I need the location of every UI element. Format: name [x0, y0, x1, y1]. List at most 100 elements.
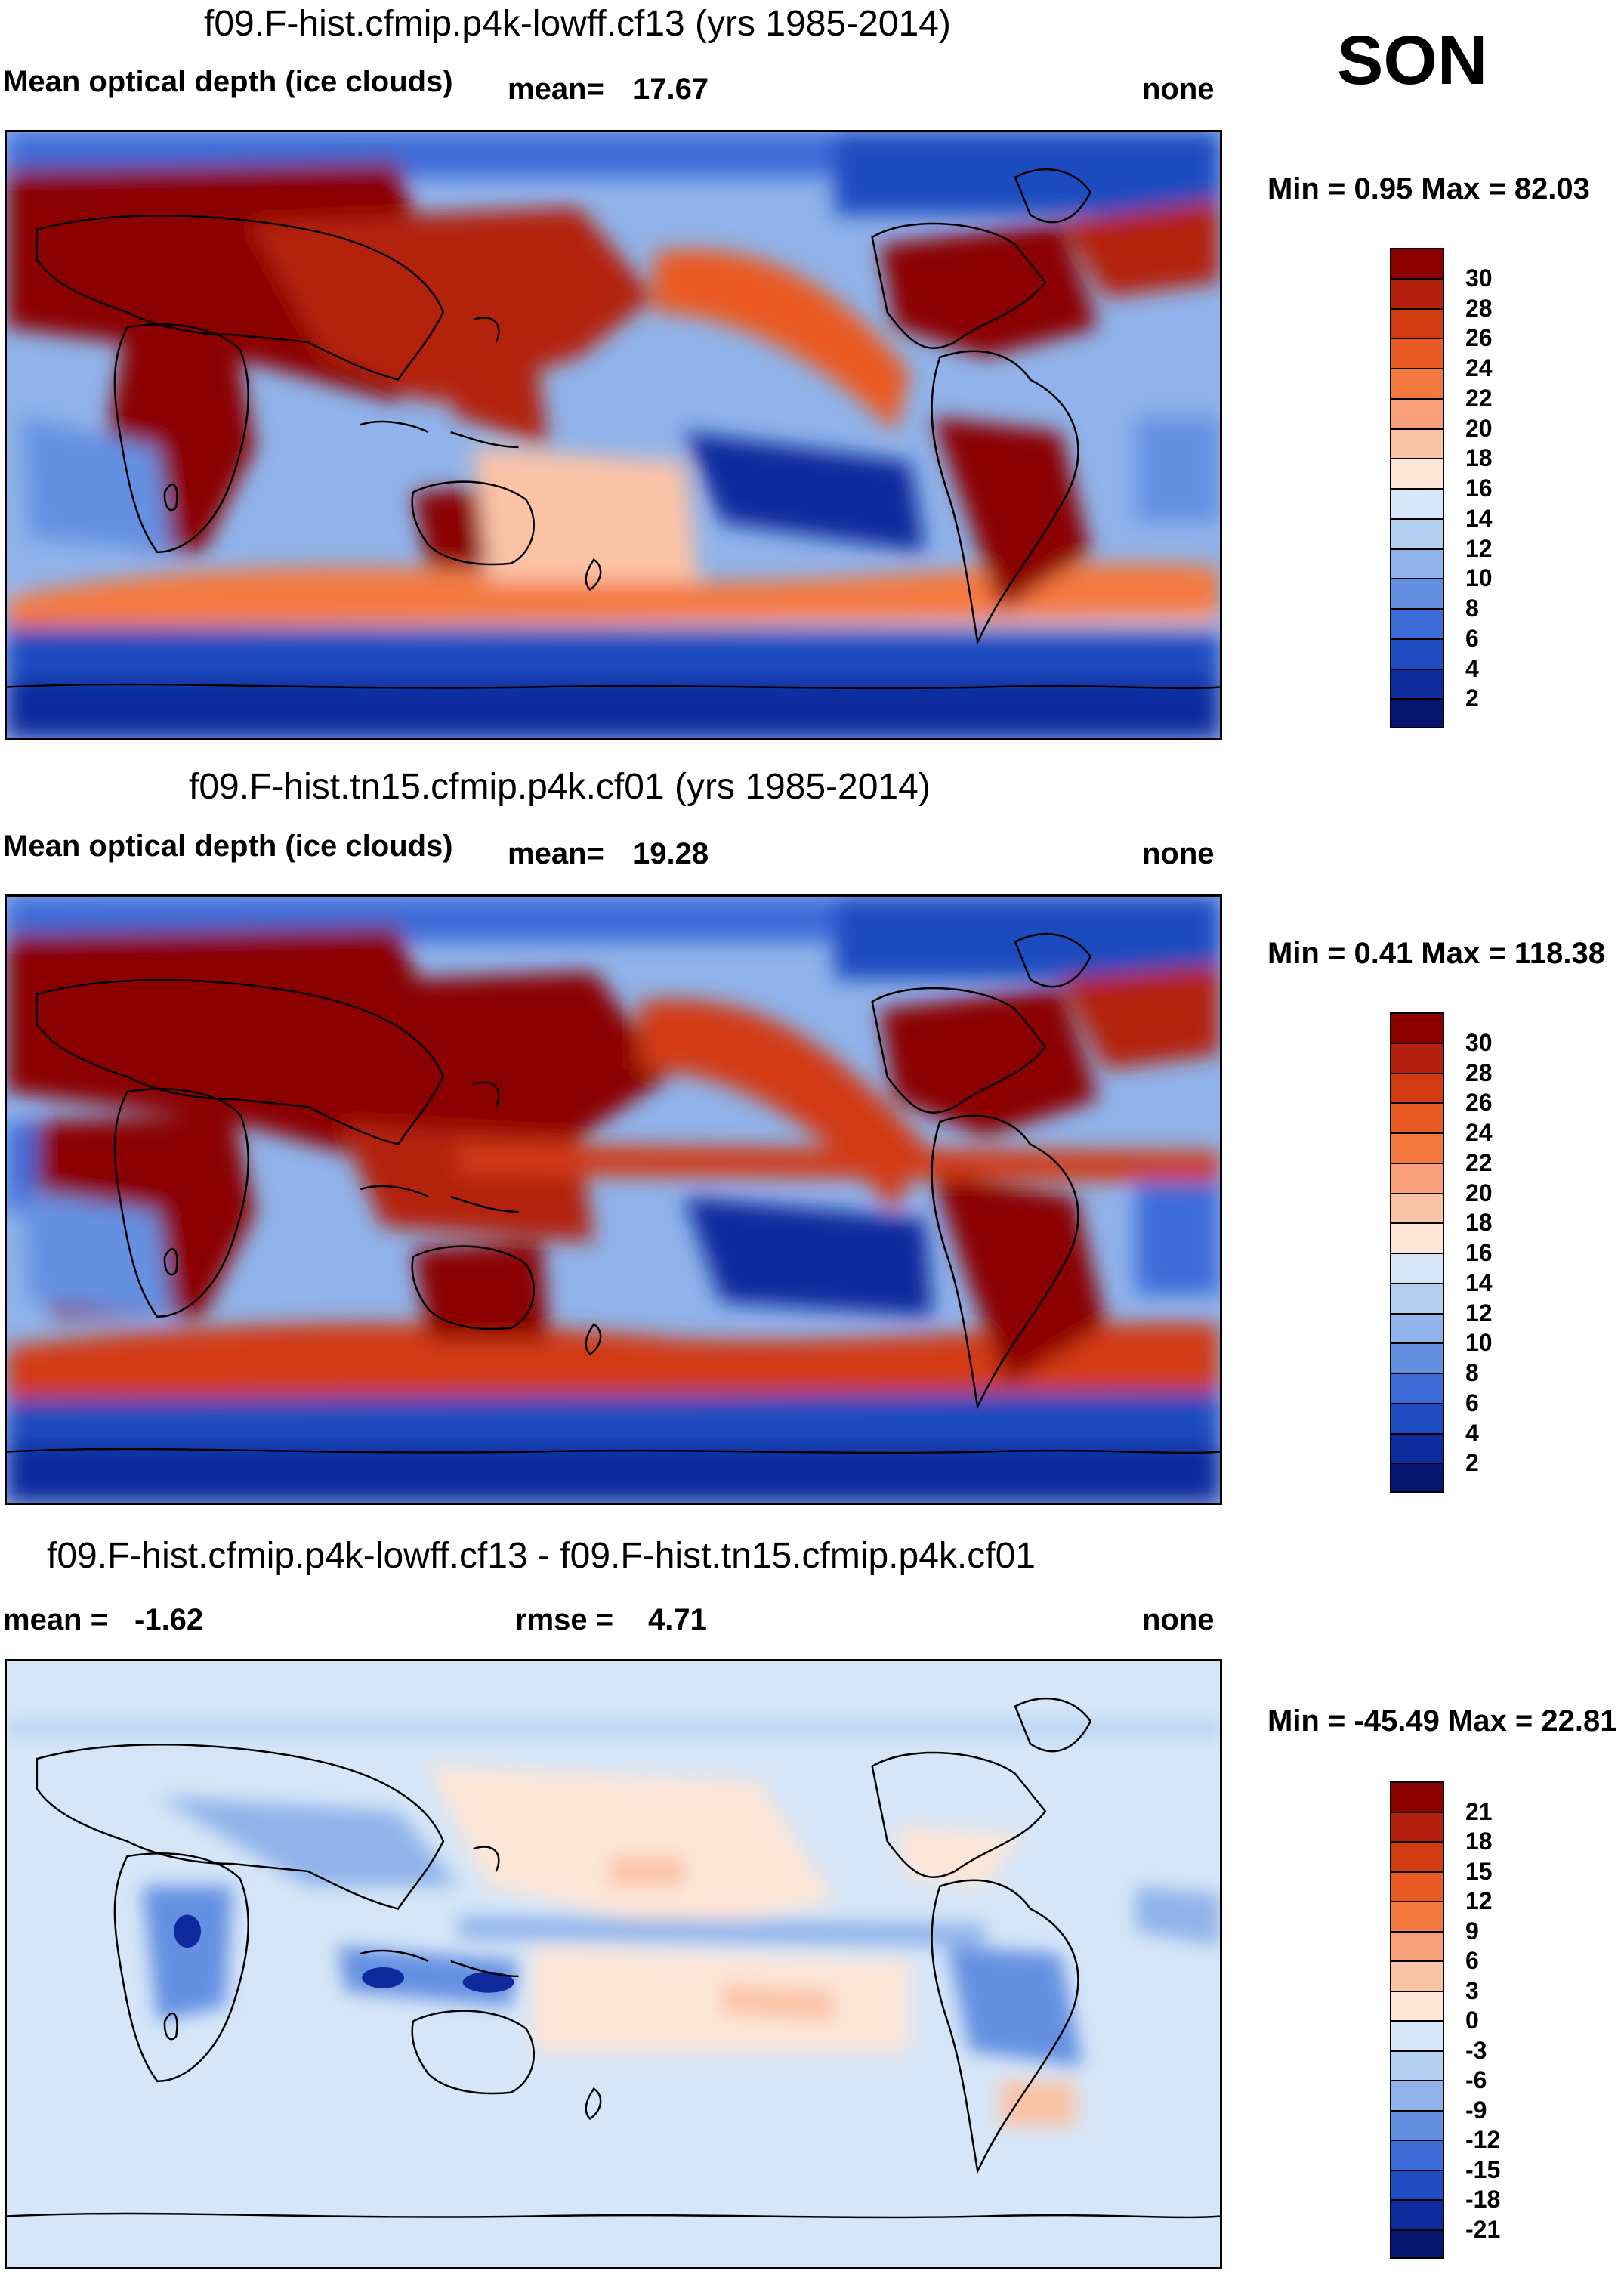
panel3-rmse-value: 4.71	[648, 1603, 707, 1636]
panel2-colorbar-segment	[1390, 1342, 1444, 1373]
panel1-units: none	[1142, 73, 1215, 106]
panel1-colorbar-tick-label: 24	[1465, 354, 1493, 382]
panel3-colorbar-segment	[1390, 1901, 1444, 1931]
panel3-colorbar-segment	[1390, 1841, 1444, 1871]
panel2-colorbar-tick-label: 26	[1465, 1089, 1493, 1117]
panel2-colorbar-tick-label: 14	[1465, 1268, 1493, 1296]
panel1-colorbar-segment	[1390, 368, 1444, 398]
panel1-min-max: Min = 0.95 Max = 82.03	[1267, 172, 1590, 205]
panel3-colorbar-segment	[1390, 1811, 1444, 1841]
panel2-colorbar-segment	[1390, 1192, 1444, 1223]
panel2-colorbar-tick-label: 8	[1465, 1359, 1479, 1386]
panel2-colorbar-segment	[1390, 1102, 1444, 1132]
panel3-colorbar-tick-label: 9	[1465, 1917, 1479, 1945]
panel3-colorbar-segment	[1390, 2050, 1444, 2080]
panel3-colorbar-tick-label: -12	[1465, 2126, 1501, 2153]
panel2-colorbar-tick-label: 4	[1465, 1419, 1479, 1447]
panel1-colorbar	[1390, 248, 1444, 728]
panel1-colorbar-segment	[1390, 338, 1444, 368]
panel2-colorbar-tick-label: 30	[1465, 1028, 1493, 1056]
panel3-colorbar-segment	[1390, 1871, 1444, 1901]
panel2-colorbar-segment	[1390, 1373, 1444, 1403]
panel3-colorbar-tick-label: 12	[1465, 1887, 1493, 1914]
panel2-mean-value: 19.28	[633, 837, 709, 870]
panel3-colorbar-segment	[1390, 1960, 1444, 1991]
panel2-colorbar-tick-label: 6	[1465, 1389, 1479, 1417]
panel2-colorbar-segment	[1390, 1072, 1444, 1103]
panel1-colorbar-segment	[1390, 277, 1444, 308]
panel3-colorbar-segment	[1390, 1930, 1444, 1960]
panel2-colorbar-segment	[1390, 1282, 1444, 1313]
panel3-colorbar-tick-label: -21	[1465, 2215, 1501, 2243]
panel3-colorbar-segment	[1390, 2140, 1444, 2170]
panel3-colorbar-segment	[1390, 2169, 1444, 2199]
panel2-map	[5, 894, 1222, 1505]
panel2-colorbar-segment	[1390, 1012, 1444, 1043]
panel2-colorbar-tick-label: 18	[1465, 1209, 1493, 1237]
panel3-colorbar-tick-label: -6	[1465, 2066, 1487, 2093]
panel3-colorbar-segment	[1390, 2109, 1444, 2140]
panel1-colorbar-tick-label: 26	[1465, 324, 1493, 352]
panel1-colorbar-tick-label: 6	[1465, 624, 1479, 652]
panel1-colorbar-segment	[1390, 578, 1444, 608]
panel3-colorbar-segment	[1390, 2199, 1444, 2229]
panel1-colorbar-segment	[1390, 458, 1444, 488]
panel2-units: none	[1142, 837, 1215, 870]
panel1-mean-label: mean=	[508, 73, 604, 106]
panel2-mean-label: mean=	[508, 837, 604, 870]
panel2-colorbar-segment	[1390, 1402, 1444, 1433]
panel1-colorbar-segment	[1390, 397, 1444, 428]
panel2-colorbar-segment	[1390, 1042, 1444, 1073]
panel1-colorbar-segment	[1390, 428, 1444, 459]
panel2-colorbar-tick-label: 16	[1465, 1239, 1493, 1266]
panel3-rmse-label: rmse =	[515, 1603, 614, 1636]
panel3-colorbar-segment	[1390, 2080, 1444, 2110]
panel3-colorbar-tick-label: 3	[1465, 1976, 1479, 2004]
panel1-colorbar-segment	[1390, 488, 1444, 518]
panel2-title: f09.F-hist.tn15.cfmip.p4k.cf01 (yrs 1985…	[189, 767, 931, 807]
panel1-colorbar-tick-label: 28	[1465, 294, 1493, 322]
panel3-units: none	[1142, 1603, 1215, 1636]
panel2-colorbar-tick-label: 28	[1465, 1058, 1493, 1086]
panel2-colorbar	[1390, 1012, 1444, 1493]
panel1-colorbar-tick-label: 14	[1465, 504, 1493, 532]
panel2-colorbar-segment	[1390, 1162, 1444, 1193]
panel2-colorbar-tick-label: 24	[1465, 1119, 1493, 1146]
panel3-title: f09.F-hist.cfmip.p4k-lowff.cf13 - f09.F-…	[47, 1536, 1036, 1576]
panel3-colorbar-tick-label: -18	[1465, 2186, 1501, 2213]
panel1-mean-value: 17.67	[633, 73, 709, 106]
panel2-colorbar-segment	[1390, 1253, 1444, 1283]
panel3-map	[5, 1659, 1222, 2269]
panel1-colorbar-tick-label: 22	[1465, 384, 1493, 412]
panel1-colorbar-segment	[1390, 548, 1444, 579]
panel1-colorbar-segment	[1390, 248, 1444, 278]
panel2-colorbar-tick-label: 20	[1465, 1179, 1493, 1207]
panel1-colorbar-tick-label: 8	[1465, 595, 1479, 622]
panel1-colorbar-segment	[1390, 698, 1444, 728]
panel1-map	[5, 130, 1222, 740]
panel1-variable-label: Mean optical depth (ice clouds)	[3, 65, 453, 98]
panel3-colorbar-tick-label: -3	[1465, 2036, 1487, 2064]
panel2-colorbar-tick-label: 10	[1465, 1329, 1493, 1357]
panel1-title: f09.F-hist.cfmip.p4k-lowff.cf13 (yrs 198…	[204, 4, 951, 44]
panel1-colorbar-tick-label: 20	[1465, 414, 1493, 442]
panel3-min-max: Min = -45.49 Max = 22.81	[1267, 1704, 1617, 1738]
panel1-colorbar-tick-label: 4	[1465, 654, 1479, 682]
panel2-colorbar-segment	[1390, 1312, 1444, 1343]
panel1-colorbar-tick-label: 10	[1465, 564, 1493, 592]
panel2-colorbar-tick-label: 22	[1465, 1148, 1493, 1176]
panel2-colorbar-segment	[1390, 1432, 1444, 1463]
panel3-colorbar	[1390, 1781, 1444, 2259]
panel3-mean-value: -1.62	[134, 1603, 204, 1636]
panel1-colorbar-tick-label: 16	[1465, 474, 1493, 502]
panel1-colorbar-tick-label: 30	[1465, 264, 1493, 292]
panel3-colorbar-segment	[1390, 2229, 1444, 2259]
panel3-colorbar-segment	[1390, 1990, 1444, 2020]
panel2-variable-label: Mean optical depth (ice clouds)	[3, 830, 453, 863]
season-label: SON	[1337, 22, 1488, 99]
panel2-colorbar-segment	[1390, 1222, 1444, 1253]
panel1-colorbar-tick-label: 2	[1465, 684, 1479, 712]
panel3-colorbar-tick-label: 18	[1465, 1828, 1493, 1855]
panel1-colorbar-segment	[1390, 668, 1444, 699]
panel1-colorbar-tick-label: 12	[1465, 534, 1493, 562]
